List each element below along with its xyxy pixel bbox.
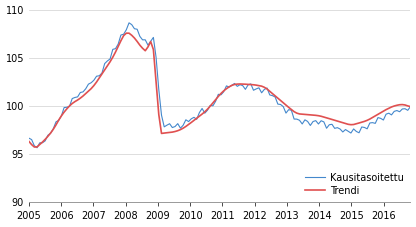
Kausitasoitettu bbox=[126, 22, 131, 24]
Kausitasoitettu bbox=[370, 121, 375, 124]
Trendi bbox=[281, 101, 286, 104]
Trendi bbox=[27, 140, 32, 143]
Trendi bbox=[124, 32, 129, 35]
Kausitasoitettu bbox=[232, 82, 237, 85]
Kausitasoitettu bbox=[27, 137, 32, 140]
Trendi bbox=[408, 105, 413, 108]
Trendi bbox=[370, 116, 375, 119]
Line: Kausitasoitettu: Kausitasoitettu bbox=[29, 23, 411, 148]
Trendi bbox=[272, 95, 277, 97]
Line: Trendi: Trendi bbox=[29, 33, 411, 147]
Trendi bbox=[216, 95, 221, 98]
Trendi bbox=[32, 146, 37, 148]
Kausitasoitettu bbox=[272, 96, 277, 98]
Kausitasoitettu bbox=[216, 93, 221, 96]
Kausitasoitettu bbox=[35, 146, 40, 149]
Trendi bbox=[148, 40, 153, 43]
Trendi bbox=[232, 83, 237, 86]
Kausitasoitettu bbox=[408, 105, 413, 108]
Kausitasoitettu bbox=[148, 40, 153, 43]
Legend: Kausitasoitettu, Trendi: Kausitasoitettu, Trendi bbox=[304, 171, 406, 197]
Kausitasoitettu bbox=[281, 105, 286, 108]
